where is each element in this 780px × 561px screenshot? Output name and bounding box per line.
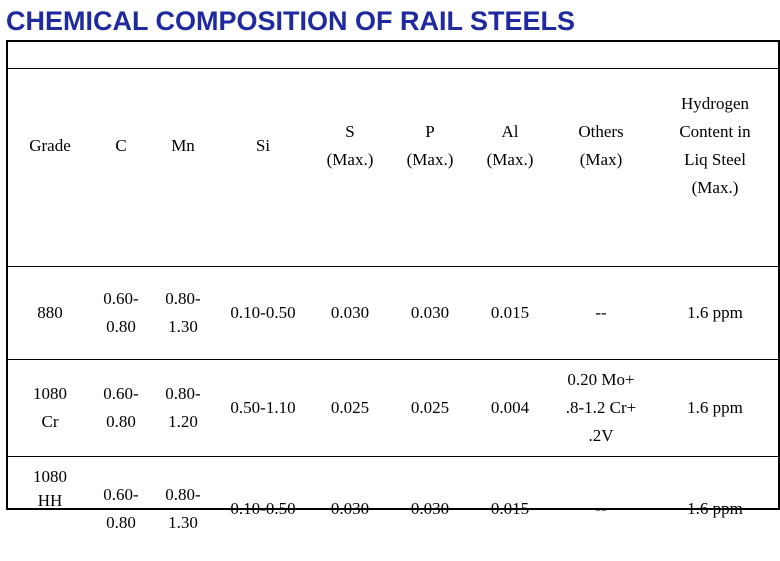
cell-mn: 0.80- 1.30 <box>150 457 216 561</box>
cell-si: 0.10-0.50 <box>216 267 310 360</box>
c-line1: 0.60- <box>103 289 138 308</box>
cell-hydrogen: 1.6 ppm <box>652 360 778 457</box>
grade-line2: HH <box>38 491 63 510</box>
header-s: S (Max.) <box>310 86 390 267</box>
cell-p: 0.030 <box>390 457 470 561</box>
cell-p: 0.025 <box>390 360 470 457</box>
others-line3: .2V <box>588 426 613 445</box>
header-top-rule <box>8 68 778 69</box>
cell-hydrogen: 1.6 ppm <box>652 267 778 360</box>
cell-mn: 0.80- 1.30 <box>150 267 216 360</box>
cell-si: 0.50-1.10 <box>216 360 310 457</box>
header-al-line1: Al <box>502 122 519 141</box>
header-hydrogen-line3: Liq Steel <box>684 150 746 169</box>
cell-grade: 880 <box>8 267 92 360</box>
c-line1: 0.60- <box>103 384 138 403</box>
mn-line2: 1.30 <box>168 317 198 336</box>
cell-al: 0.015 <box>470 267 550 360</box>
header-p-line2: (Max.) <box>407 150 454 169</box>
grade-line1: 1080 <box>33 384 67 403</box>
table-row: 880 0.60-0.80 0.80-1.30 0.10-0.50 0.030 … <box>8 267 778 360</box>
grade-line1: 880 <box>37 303 63 322</box>
cell-grade: 1080 HH <box>8 457 92 561</box>
header-others-line2: (Max) <box>580 150 622 169</box>
header-p: P (Max.) <box>390 86 470 267</box>
cell-s: 0.030 <box>310 457 390 561</box>
others-line1: -- <box>595 499 606 518</box>
header-p-line1: P <box>425 122 434 141</box>
header-si: Si <box>216 86 310 267</box>
header-hydrogen-line1: Hydrogen <box>681 94 749 113</box>
cell-hydrogen: 1.6 ppm <box>652 457 778 561</box>
header-others: Others (Max) <box>550 86 652 267</box>
cell-others: -- <box>550 457 652 561</box>
composition-table: Grade C Mn Si S (Max.) P (Max.) Al (Max.… <box>8 86 778 561</box>
others-line2: .8-1.2 Cr+ <box>566 398 637 417</box>
header-others-line1: Others <box>578 122 623 141</box>
mn-line2: 1.30 <box>168 513 198 532</box>
cell-c: 0.60- 0.80 <box>92 267 150 360</box>
cell-s: 0.030 <box>310 267 390 360</box>
cell-c: 0.60- 0.80 <box>92 360 150 457</box>
cell-others: -- <box>550 267 652 360</box>
c-line2: 0.80 <box>106 412 136 431</box>
header-mn: Mn <box>150 86 216 267</box>
c-line2: 0.80 <box>106 317 136 336</box>
header-c: C <box>92 86 150 267</box>
header-hydrogen-line4: (Max.) <box>692 178 739 197</box>
cell-p: 0.030 <box>390 267 470 360</box>
header-s-line1: S <box>345 122 354 141</box>
c-line1: 0.60- <box>103 485 138 504</box>
others-line1: -- <box>595 303 606 322</box>
cell-si: 0.10-0.50 <box>216 457 310 561</box>
grade-line2: Cr <box>42 412 59 431</box>
cell-al: 0.015 <box>470 457 550 561</box>
table-row: 1080 Cr 0.60- 0.80 0.80- 1.20 0.50-1.10 0.0… <box>8 360 778 457</box>
header-s-line2: (Max.) <box>327 150 374 169</box>
cell-s: 0.025 <box>310 360 390 457</box>
cell-others: 0.20 Mo+ .8-1.2 Cr+ .2V <box>550 360 652 457</box>
mn-line2: 1.20 <box>168 412 198 431</box>
table-row: 1080 HH 0.60- 0.80 0.80- 1.30 0.10-0.50 0.0… <box>8 457 778 561</box>
c-line2: 0.80 <box>106 513 136 532</box>
mn-line1: 0.80- <box>165 289 200 308</box>
page-title: CHEMICAL COMPOSITION OF RAIL STEELS <box>6 6 575 37</box>
cell-mn: 0.80- 1.20 <box>150 360 216 457</box>
cell-grade: 1080 Cr <box>8 360 92 457</box>
grade-line1: 1080 <box>33 467 67 486</box>
mn-line1: 0.80- <box>165 485 200 504</box>
cell-c: 0.60- 0.80 <box>92 457 150 561</box>
header-hydrogen-line2: Content in <box>679 122 750 141</box>
others-line1: 0.20 Mo+ <box>567 370 634 389</box>
header-grade: Grade <box>8 86 92 267</box>
header-al: Al (Max.) <box>470 86 550 267</box>
header-hydrogen: Hydrogen Content in Liq Steel (Max.) <box>652 86 778 267</box>
header-row: Grade C Mn Si S (Max.) P (Max.) Al (Max.… <box>8 86 778 267</box>
cell-al: 0.004 <box>470 360 550 457</box>
header-al-line2: (Max.) <box>487 150 534 169</box>
mn-line1: 0.80- <box>165 384 200 403</box>
